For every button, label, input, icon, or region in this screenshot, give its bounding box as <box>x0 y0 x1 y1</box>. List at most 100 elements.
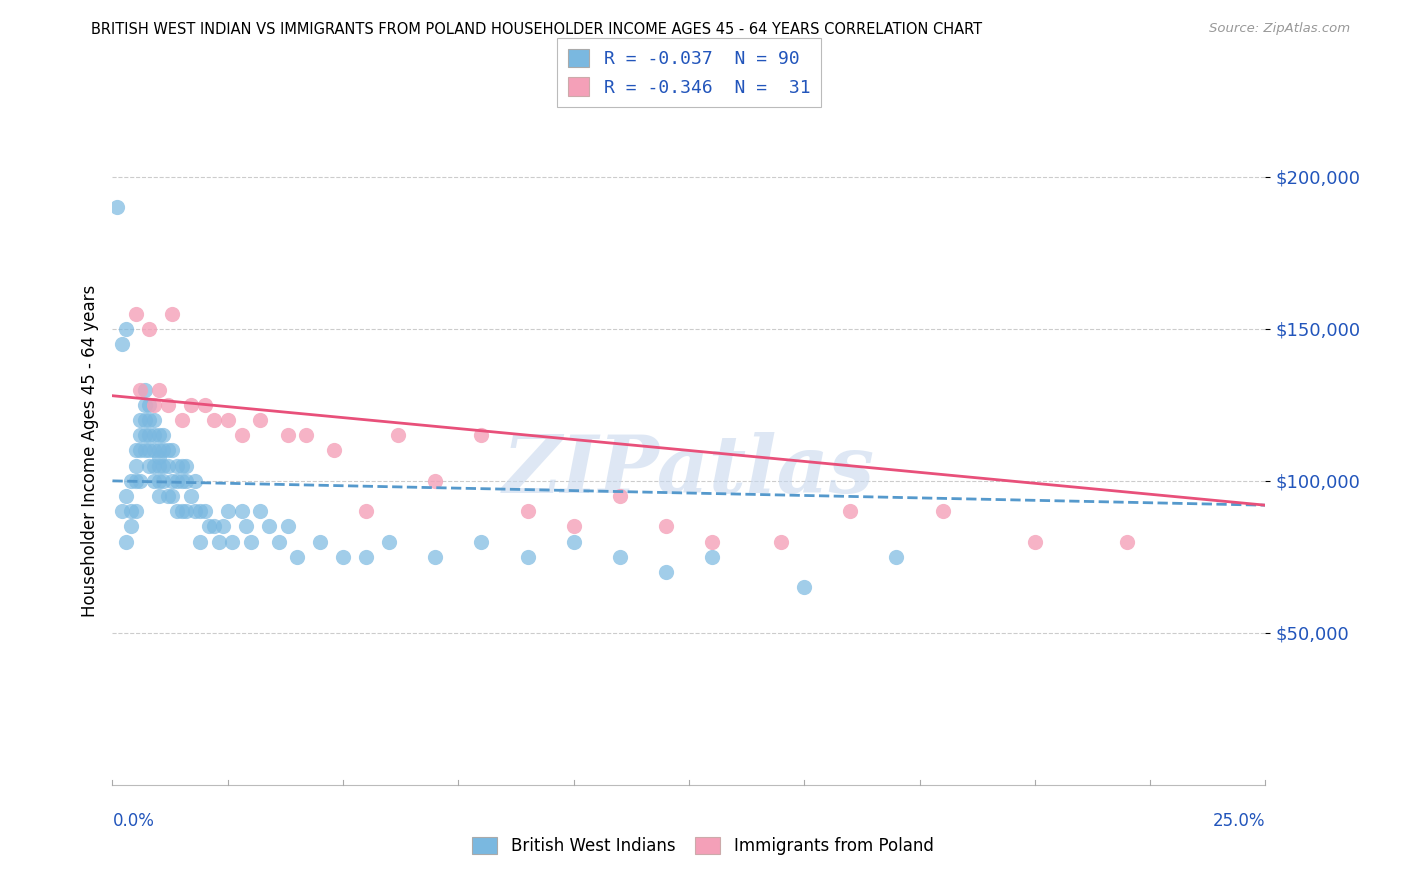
Point <box>143 398 166 412</box>
Point <box>120 519 142 533</box>
Point <box>1116 534 1139 549</box>
Point <box>562 534 585 549</box>
Point <box>152 443 174 458</box>
Legend: R = -0.037  N = 90, R = -0.346  N =  31: R = -0.037 N = 90, R = -0.346 N = 31 <box>557 38 821 107</box>
Point <box>322 443 344 458</box>
Point <box>249 504 271 518</box>
Point <box>148 450 170 464</box>
Point <box>120 504 142 518</box>
Point <box>470 534 492 549</box>
Point <box>115 322 138 336</box>
Point <box>162 474 184 488</box>
Point <box>700 549 723 564</box>
Point <box>134 398 156 412</box>
Point <box>148 474 170 488</box>
Point <box>156 458 179 473</box>
Point <box>221 534 243 549</box>
Point <box>115 489 138 503</box>
Point <box>267 534 290 549</box>
Point <box>170 413 193 427</box>
Point <box>174 504 197 518</box>
Point <box>143 474 166 488</box>
Point <box>184 474 207 488</box>
Point <box>202 413 225 427</box>
Point <box>516 504 538 518</box>
Point <box>332 549 354 564</box>
Point <box>217 413 239 427</box>
Point <box>793 580 815 594</box>
Point <box>138 458 160 473</box>
Point <box>152 428 174 442</box>
Point <box>609 489 631 503</box>
Point <box>124 458 146 473</box>
Point <box>562 519 585 533</box>
Point <box>931 504 953 518</box>
Point <box>249 413 271 427</box>
Point <box>143 443 166 458</box>
Point <box>174 458 197 473</box>
Point <box>143 413 166 427</box>
Point <box>170 474 193 488</box>
Point <box>138 322 160 336</box>
Point <box>655 519 678 533</box>
Point <box>156 398 179 412</box>
Point <box>138 443 160 458</box>
Point <box>235 519 257 533</box>
Point <box>143 458 166 473</box>
Point <box>309 534 332 549</box>
Point <box>124 504 146 518</box>
Text: ZIPatlas: ZIPatlas <box>503 432 875 509</box>
Text: Source: ZipAtlas.com: Source: ZipAtlas.com <box>1209 22 1350 36</box>
Point <box>111 504 134 518</box>
Point <box>138 398 160 412</box>
Point <box>202 519 225 533</box>
Point <box>425 549 447 564</box>
Point <box>285 549 308 564</box>
Point <box>1024 534 1046 549</box>
Point <box>134 443 156 458</box>
Point <box>354 549 377 564</box>
Point <box>231 428 253 442</box>
Text: BRITISH WEST INDIAN VS IMMIGRANTS FROM POLAND HOUSEHOLDER INCOME AGES 45 - 64 YE: BRITISH WEST INDIAN VS IMMIGRANTS FROM P… <box>91 22 983 37</box>
Point <box>148 428 170 442</box>
Point <box>378 534 401 549</box>
Point <box>217 504 239 518</box>
Point <box>212 519 235 533</box>
Point <box>148 458 170 473</box>
Point <box>259 519 281 533</box>
Point <box>105 200 128 214</box>
Point <box>194 398 217 412</box>
Point <box>129 474 152 488</box>
Point <box>111 337 134 351</box>
Point <box>148 489 170 503</box>
Legend: British West Indians, Immigrants from Poland: British West Indians, Immigrants from Po… <box>465 830 941 862</box>
Point <box>115 534 138 549</box>
Y-axis label: Householder Income Ages 45 - 64 years: Householder Income Ages 45 - 64 years <box>80 285 98 616</box>
Point <box>166 504 188 518</box>
Point <box>174 474 197 488</box>
Point <box>470 428 492 442</box>
Point <box>295 428 318 442</box>
Point <box>194 504 217 518</box>
Point <box>120 474 142 488</box>
Point <box>886 549 908 564</box>
Point <box>277 428 299 442</box>
Point <box>180 489 202 503</box>
Text: 0.0%: 0.0% <box>112 812 155 830</box>
Point <box>770 534 793 549</box>
Point <box>516 549 538 564</box>
Point <box>148 383 170 397</box>
Point <box>124 474 146 488</box>
Point <box>425 474 447 488</box>
Point <box>184 504 207 518</box>
Point <box>143 428 166 442</box>
Point <box>162 443 184 458</box>
Point <box>129 428 152 442</box>
Point <box>156 443 179 458</box>
Point <box>129 383 152 397</box>
Point <box>277 519 299 533</box>
Point <box>354 504 377 518</box>
Point <box>152 458 174 473</box>
Point <box>138 428 160 442</box>
Point <box>148 443 170 458</box>
